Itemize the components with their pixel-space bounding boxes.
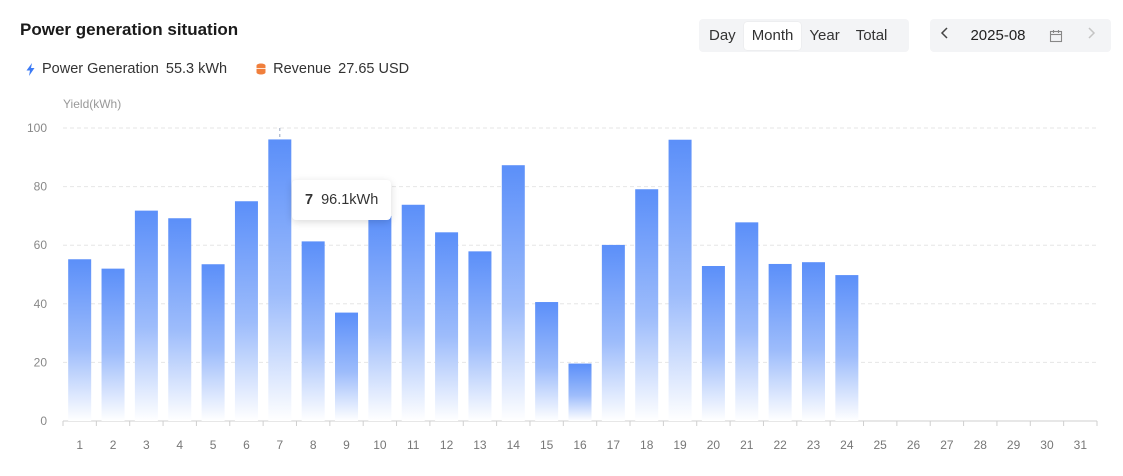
period-tabs: Day Month Year Total	[699, 19, 909, 52]
revenue-summary: Revenue 27.65 USD	[255, 61, 409, 77]
date-value[interactable]: 2025-08	[970, 27, 1026, 44]
x-tick-label: 10	[373, 438, 387, 452]
x-tick-label: 13	[473, 438, 487, 452]
x-tick-label: 14	[507, 438, 521, 452]
y-tick-label: 60	[34, 238, 48, 252]
x-tick-label: 19	[673, 438, 687, 452]
bar-day-19[interactable]	[668, 139, 692, 421]
bar-tooltip: 7 96.1kWh	[292, 180, 392, 220]
bar-day-23[interactable]	[801, 262, 825, 421]
bar-day-14[interactable]	[501, 165, 525, 421]
bar-day-18[interactable]	[635, 189, 659, 421]
bar-day-1[interactable]	[68, 259, 92, 421]
y-tick-label: 40	[34, 297, 48, 311]
bar-day-2[interactable]	[101, 268, 125, 421]
generation-summary: Power Generation 55.3 kWh	[24, 61, 227, 77]
x-tick-label: 29	[1007, 438, 1021, 452]
x-tick-label: 4	[176, 438, 183, 452]
generation-value: 55.3 kWh	[165, 61, 228, 77]
bar-day-10[interactable]	[368, 215, 392, 421]
x-tick-label: 2	[110, 438, 117, 452]
chevron-right-icon[interactable]	[1076, 26, 1106, 45]
y-tick-label: 20	[34, 355, 48, 369]
x-tick-label: 24	[840, 438, 854, 452]
generation-label: Power Generation	[42, 61, 159, 77]
x-tick-label: 7	[276, 438, 283, 452]
page-title: Power generation situation	[20, 20, 239, 39]
bar-day-20[interactable]	[701, 266, 725, 421]
bar-day-3[interactable]	[134, 210, 158, 421]
bar-day-16[interactable]	[568, 363, 592, 421]
x-tick-label: 18	[640, 438, 654, 452]
x-tick-label: 22	[773, 438, 787, 452]
x-tick-label: 27	[940, 438, 954, 452]
x-tick-label: 8	[310, 438, 317, 452]
x-tick-label: 12	[440, 438, 454, 452]
bar-day-22[interactable]	[768, 263, 792, 421]
tab-day[interactable]: Day	[709, 26, 736, 44]
bar-day-17[interactable]	[601, 244, 625, 421]
x-tick-label: 5	[210, 438, 217, 452]
x-tick-label: 31	[1074, 438, 1088, 452]
x-tick-label: 3	[143, 438, 150, 452]
x-tick-label: 30	[1040, 438, 1054, 452]
date-picker: 2025-08	[930, 19, 1111, 52]
coins-icon	[255, 63, 267, 75]
tab-total[interactable]: Total	[855, 26, 888, 44]
revenue-label: Revenue	[273, 61, 332, 77]
x-tick-label: 23	[807, 438, 821, 452]
lightning-icon	[24, 62, 36, 76]
x-tick-label: 17	[607, 438, 621, 452]
x-tick-label: 28	[974, 438, 988, 452]
summary-legend: Power Generation 55.3 kWh Revenue 27.65 …	[24, 61, 437, 77]
bar-day-4[interactable]	[168, 218, 192, 421]
x-tick-label: 25	[874, 438, 888, 452]
revenue-value: 27.65 USD	[338, 61, 410, 77]
x-tick-label: 21	[740, 438, 754, 452]
bar-day-15[interactable]	[535, 302, 559, 421]
x-tick-label: 1	[76, 438, 83, 452]
bar-day-24[interactable]	[835, 275, 859, 421]
tab-month[interactable]: Month	[743, 21, 802, 50]
x-tick-label: 26	[907, 438, 921, 452]
bar-day-5[interactable]	[201, 264, 225, 421]
tab-year[interactable]: Year	[809, 26, 840, 44]
bar-day-11[interactable]	[401, 204, 425, 421]
y-tick-label: 0	[40, 414, 47, 428]
x-tick-label: 16	[573, 438, 587, 452]
bar-day-8[interactable]	[301, 241, 325, 421]
bar-day-13[interactable]	[468, 251, 492, 421]
chevron-left-icon[interactable]	[930, 26, 960, 45]
x-tick-label: 20	[707, 438, 721, 452]
bar-day-9[interactable]	[335, 312, 359, 421]
bar-day-6[interactable]	[234, 201, 258, 421]
tooltip-key: 7	[305, 192, 314, 208]
bar-day-12[interactable]	[435, 232, 459, 421]
tooltip-value: 96.1kWh	[321, 192, 379, 208]
x-tick-label: 11	[407, 438, 420, 452]
y-tick-label: 100	[27, 121, 47, 135]
calendar-icon[interactable]	[1036, 29, 1076, 43]
x-tick-label: 6	[243, 438, 250, 452]
x-tick-label: 9	[343, 438, 350, 452]
x-tick-label: 15	[540, 438, 554, 452]
y-axis-label: Yield(kWh)	[63, 97, 121, 111]
bar-day-21[interactable]	[735, 222, 759, 421]
y-tick-label: 80	[34, 180, 48, 194]
bar-day-7[interactable]	[268, 139, 292, 421]
